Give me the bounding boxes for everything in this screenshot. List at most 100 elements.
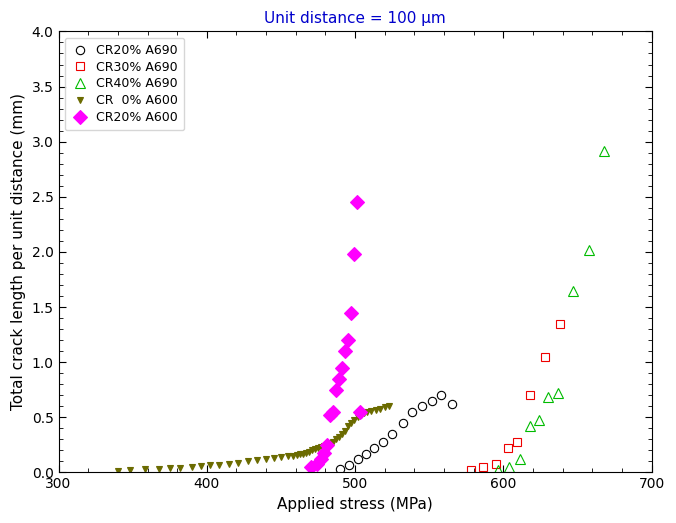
CR  0% A600 bbox=[338, 431, 346, 437]
CR20% A690 bbox=[437, 392, 445, 399]
Line: CR20% A690: CR20% A690 bbox=[336, 391, 456, 473]
X-axis label: Applied stress (MPa): Applied stress (MPa) bbox=[277, 497, 433, 512]
CR20% A690 bbox=[448, 401, 456, 407]
CR  0% A600 bbox=[188, 464, 196, 470]
Line: CR30% A690: CR30% A690 bbox=[466, 320, 564, 474]
CR  0% A600 bbox=[343, 423, 352, 429]
CR40% A690 bbox=[493, 467, 502, 473]
CR  0% A600 bbox=[114, 468, 122, 474]
CR  0% A600 bbox=[320, 443, 328, 449]
CR20% A600 bbox=[341, 348, 349, 354]
CR30% A690 bbox=[504, 445, 512, 451]
CR30% A690 bbox=[541, 354, 549, 360]
CR  0% A600 bbox=[215, 462, 223, 468]
CR  0% A600 bbox=[166, 465, 174, 471]
CR  0% A600 bbox=[349, 416, 358, 423]
CR20% A690 bbox=[428, 397, 436, 404]
CR40% A690 bbox=[526, 423, 534, 429]
CR  0% A600 bbox=[326, 439, 334, 446]
CR40% A690 bbox=[600, 147, 608, 154]
CR  0% A600 bbox=[277, 454, 285, 460]
CR40% A690 bbox=[544, 394, 552, 401]
CR  0% A600 bbox=[176, 465, 184, 471]
CR20% A690 bbox=[408, 408, 416, 415]
CR  0% A600 bbox=[363, 408, 371, 415]
CR  0% A600 bbox=[206, 462, 214, 468]
CR20% A600 bbox=[353, 199, 361, 206]
CR40% A690 bbox=[585, 247, 594, 253]
CR  0% A600 bbox=[289, 453, 297, 459]
CR20% A600 bbox=[329, 408, 337, 415]
CR20% A690 bbox=[418, 403, 426, 410]
CR  0% A600 bbox=[155, 466, 164, 472]
CR20% A690 bbox=[399, 420, 407, 426]
CR  0% A600 bbox=[254, 457, 262, 463]
Line: CR20% A600: CR20% A600 bbox=[306, 198, 364, 472]
CR20% A690 bbox=[362, 451, 370, 457]
CR  0% A600 bbox=[285, 453, 293, 459]
CR  0% A600 bbox=[311, 446, 319, 452]
CR20% A600 bbox=[317, 456, 325, 462]
CR  0% A600 bbox=[308, 447, 316, 453]
CR20% A600 bbox=[312, 461, 320, 467]
CR30% A690 bbox=[556, 321, 564, 327]
CR  0% A600 bbox=[293, 452, 301, 458]
CR  0% A600 bbox=[305, 448, 313, 454]
CR20% A600 bbox=[343, 337, 352, 343]
CR30% A690 bbox=[466, 467, 475, 473]
CR20% A690 bbox=[370, 445, 379, 451]
CR30% A690 bbox=[479, 464, 487, 470]
CR  0% A600 bbox=[314, 445, 322, 451]
CR  0% A600 bbox=[329, 438, 337, 445]
Line: CR40% A690: CR40% A690 bbox=[493, 146, 609, 475]
CR  0% A600 bbox=[381, 404, 389, 411]
CR  0% A600 bbox=[234, 459, 242, 465]
CR  0% A600 bbox=[335, 434, 343, 440]
CR40% A690 bbox=[535, 416, 543, 423]
CR20% A600 bbox=[326, 412, 334, 418]
CR20% A600 bbox=[332, 386, 340, 393]
CR20% A600 bbox=[320, 449, 328, 456]
CR  0% A600 bbox=[126, 467, 134, 473]
Line: CR  0% A600: CR 0% A600 bbox=[114, 403, 393, 475]
CR  0% A600 bbox=[197, 463, 205, 469]
CR  0% A600 bbox=[302, 449, 310, 456]
CR  0% A600 bbox=[354, 414, 362, 420]
CR  0% A600 bbox=[270, 455, 278, 461]
CR  0% A600 bbox=[323, 442, 331, 448]
CR30% A690 bbox=[492, 461, 500, 467]
CR20% A600 bbox=[323, 442, 331, 448]
Y-axis label: Total crack length per unit distance (mm): Total crack length per unit distance (mm… bbox=[11, 94, 26, 411]
CR20% A600 bbox=[307, 464, 315, 470]
CR  0% A600 bbox=[372, 406, 380, 413]
CR  0% A600 bbox=[299, 451, 308, 457]
CR20% A600 bbox=[349, 251, 358, 257]
Title: Unit distance = 100 μm: Unit distance = 100 μm bbox=[264, 11, 446, 26]
CR  0% A600 bbox=[244, 458, 252, 464]
CR40% A690 bbox=[569, 288, 577, 294]
CR30% A690 bbox=[513, 438, 521, 445]
CR20% A600 bbox=[347, 310, 355, 316]
CR20% A690 bbox=[345, 462, 354, 468]
CR  0% A600 bbox=[341, 427, 349, 434]
CR20% A600 bbox=[356, 408, 364, 415]
CR  0% A600 bbox=[347, 420, 355, 426]
CR40% A690 bbox=[516, 456, 524, 462]
CR  0% A600 bbox=[296, 451, 304, 457]
CR  0% A600 bbox=[225, 461, 233, 467]
CR  0% A600 bbox=[317, 444, 325, 450]
CR20% A690 bbox=[379, 438, 387, 445]
CR20% A690 bbox=[336, 466, 344, 472]
CR  0% A600 bbox=[141, 466, 149, 472]
CR30% A690 bbox=[526, 392, 534, 399]
CR  0% A600 bbox=[377, 405, 385, 412]
CR40% A690 bbox=[506, 464, 514, 470]
CR  0% A600 bbox=[360, 410, 368, 416]
CR20% A690 bbox=[388, 431, 396, 437]
CR  0% A600 bbox=[367, 407, 375, 414]
Legend: CR20% A690, CR30% A690, CR40% A690, CR  0% A600, CR20% A600: CR20% A690, CR30% A690, CR40% A690, CR 0… bbox=[65, 38, 184, 130]
CR  0% A600 bbox=[357, 412, 365, 418]
CR  0% A600 bbox=[332, 436, 340, 442]
CR20% A600 bbox=[335, 376, 343, 382]
CR40% A690 bbox=[554, 390, 562, 396]
